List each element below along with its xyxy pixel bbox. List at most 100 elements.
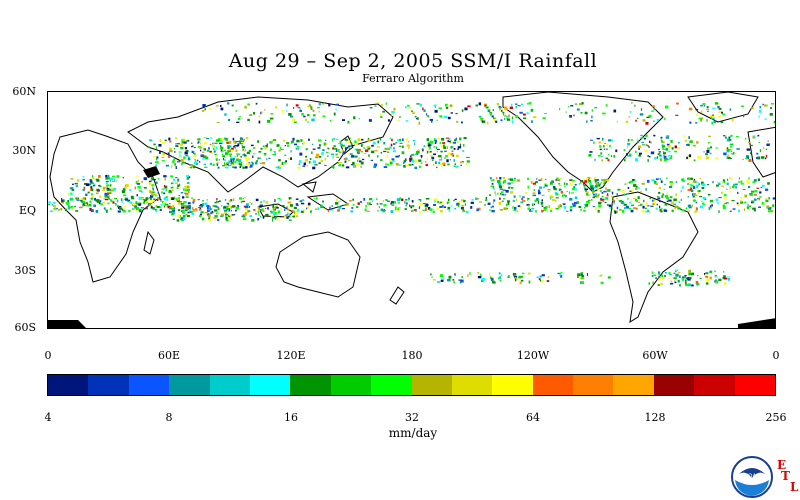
rain-cell: [675, 273, 679, 277]
rain-cell: [652, 120, 655, 122]
rain-cell: [316, 107, 320, 109]
rain-cell: [180, 146, 184, 150]
rain-cell: [502, 111, 505, 114]
rain-cell: [273, 208, 275, 211]
rain-cell: [455, 165, 459, 168]
rain-cell: [151, 193, 153, 196]
rain-cell: [266, 158, 268, 161]
rain-cell: [633, 197, 636, 200]
rain-cell: [278, 159, 281, 162]
rain-cell: [647, 209, 650, 213]
rain-cell: [241, 146, 245, 149]
rain-cell: [219, 141, 223, 143]
rain-cell: [444, 115, 448, 119]
rain-cell: [696, 113, 699, 116]
rain-cell: [295, 215, 299, 217]
rain-cell: [553, 188, 557, 191]
rain-cell: [714, 102, 719, 105]
rain-cell: [409, 205, 413, 208]
rain-cell: [536, 276, 539, 278]
rain-cell: [723, 194, 727, 197]
rain-cell: [294, 211, 298, 213]
rain-cell: [565, 195, 567, 198]
rain-cell: [403, 161, 405, 164]
rain-cell: [498, 201, 502, 205]
rain-cell: [535, 210, 537, 213]
rain-cell: [718, 111, 721, 113]
rain-cell: [246, 160, 248, 162]
rain-cell: [266, 143, 268, 147]
rain-cell: [723, 282, 727, 285]
rain-cell: [383, 150, 387, 153]
rain-cell: [761, 156, 765, 159]
rain-cell: [234, 146, 237, 149]
rain-cell: [386, 147, 390, 151]
rain-cell: [676, 102, 679, 105]
rain-cell: [230, 157, 233, 160]
rain-cell: [405, 158, 407, 162]
rain-cell: [462, 210, 466, 213]
rain-cell: [74, 205, 76, 208]
rain-cell: [245, 137, 249, 139]
rain-cell: [295, 147, 299, 150]
rain-cell: [543, 207, 547, 209]
rain-cell: [439, 142, 441, 145]
rain-cell: [670, 140, 673, 143]
rain-cell: [709, 276, 712, 280]
rain-cell: [548, 190, 550, 193]
rain-cell: [246, 162, 250, 165]
rain-cell: [675, 270, 677, 272]
rain-cell: [675, 181, 678, 183]
rain-cell: [467, 274, 469, 277]
rain-cell: [501, 110, 503, 112]
rain-cell: [198, 209, 202, 211]
rain-cell: [214, 209, 218, 212]
rain-cell: [173, 197, 175, 200]
rain-cell: [454, 139, 457, 142]
rain-cell: [153, 143, 156, 146]
rain-cell: [623, 159, 626, 162]
rain-cell: [367, 139, 371, 142]
rain-cell: [557, 272, 561, 275]
rain-cell: [192, 165, 195, 169]
rain-cell: [687, 143, 690, 147]
rain-cell: [235, 149, 238, 152]
rain-cell: [355, 163, 359, 166]
rain-cell: [682, 180, 686, 182]
rain-cell: [401, 151, 405, 155]
rain-cell: [419, 211, 421, 214]
rain-cell: [703, 105, 706, 107]
rain-cell: [663, 152, 666, 155]
rain-cell: [669, 274, 672, 276]
rain-cell: [593, 141, 595, 144]
rain-cell: [689, 121, 692, 124]
rain-cell: [292, 215, 295, 218]
rain-cell: [129, 189, 132, 191]
rain-cell: [172, 218, 175, 220]
rain-cell: [351, 153, 353, 155]
rain-cell: [324, 111, 327, 113]
rain-cell: [449, 159, 451, 161]
rain-cell: [532, 192, 536, 194]
rain-cell: [489, 112, 492, 116]
rain-cell: [559, 178, 563, 180]
rain-cell: [665, 136, 669, 139]
rain-cell: [499, 177, 502, 180]
rain-cell: [552, 198, 556, 201]
rain-cell: [357, 150, 360, 153]
rain-cell: [461, 199, 463, 202]
rain-cell: [731, 153, 734, 155]
rain-cell: [651, 179, 655, 182]
rain-cell: [544, 184, 548, 187]
rain-cell: [94, 197, 96, 201]
rain-cell: [237, 157, 240, 160]
rain-cell: [670, 280, 673, 283]
rain-cell: [230, 209, 233, 212]
rain-cell: [299, 200, 303, 203]
rain-cell: [275, 205, 278, 208]
color-scale-segment: [290, 375, 331, 395]
rain-cell: [197, 199, 200, 201]
rain-cell: [772, 197, 775, 200]
scale-tick-256: 256: [765, 411, 787, 424]
rain-cell: [136, 203, 140, 205]
